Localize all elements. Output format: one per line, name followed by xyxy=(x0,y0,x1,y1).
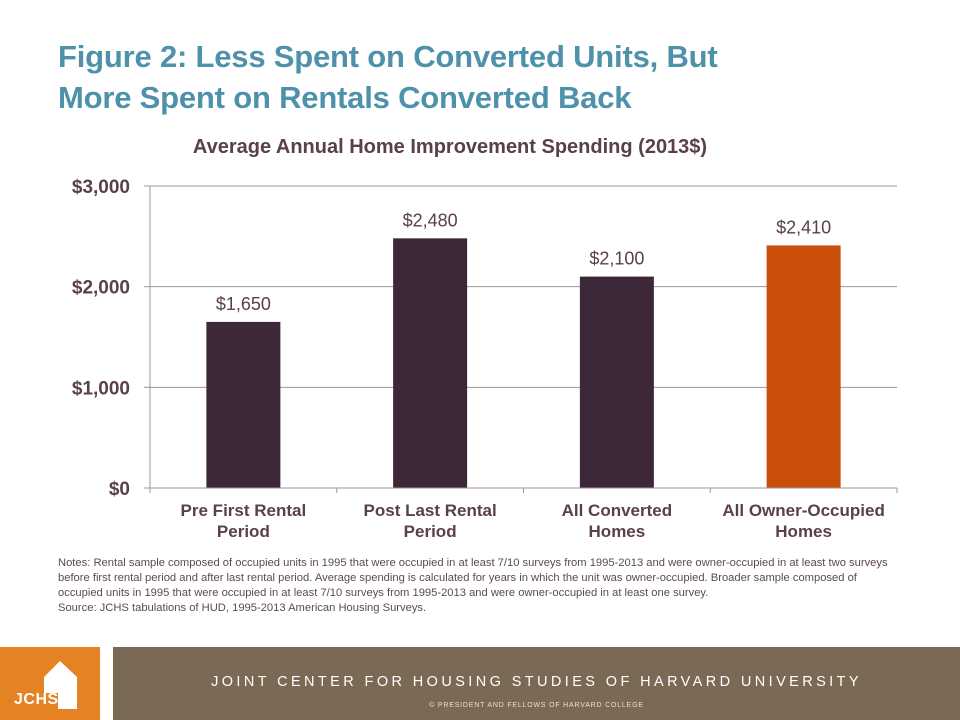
y-tick-label: $3,000 xyxy=(72,177,130,198)
slide-title-line2: More Spent on Rentals Converted Back xyxy=(58,80,632,115)
x-tick-label: Post Last Rental xyxy=(364,501,497,520)
x-tick-label: Pre First Rental xyxy=(181,501,307,520)
slide-title-line1: Figure 2: Less Spent on Converted Units,… xyxy=(58,39,718,74)
data-label: $2,100 xyxy=(589,249,644,269)
y-tick-label: $2,000 xyxy=(72,278,130,299)
slide-title: Figure 2: Less Spent on Converted Units,… xyxy=(58,36,918,118)
bar xyxy=(766,245,841,488)
source-text: Source: JCHS tabulations of HUD, 1995-20… xyxy=(58,602,427,614)
bar xyxy=(579,276,654,488)
footer-banner: JOINT CENTER FOR HOUSING STUDIES OF HARV… xyxy=(113,647,960,720)
bar xyxy=(393,238,468,488)
data-label: $2,410 xyxy=(776,217,831,237)
data-label: $1,650 xyxy=(216,294,271,314)
bar-chart: $0 $1,000 $2,000 $3,000 $1,650 Pre First Rent… xyxy=(72,177,898,541)
jchs-logo: JCHS xyxy=(0,647,100,720)
house-icon xyxy=(44,661,77,709)
chart-notes: Notes: Rental sample composed of occupie… xyxy=(58,556,888,616)
footer-org-name: JOINT CENTER FOR HOUSING STUDIES OF HARV… xyxy=(211,674,862,690)
logo-text: JCHS xyxy=(14,691,59,708)
x-tick-label: Homes xyxy=(589,522,646,541)
x-tick-label: All Converted xyxy=(562,501,673,520)
x-tick-label: Period xyxy=(404,522,457,541)
notes-text: Notes: Rental sample composed of occupie… xyxy=(58,557,888,599)
y-tick-label: $0 xyxy=(109,479,130,500)
x-tick-label: Homes xyxy=(775,522,832,541)
chart-title: Average Annual Home Improvement Spending… xyxy=(192,136,708,158)
data-label: $2,480 xyxy=(403,210,458,230)
footer-copyright: © PRESIDENT AND FELLOWS OF HARVARD COLLE… xyxy=(429,702,644,709)
bar xyxy=(206,321,281,488)
x-tick-label: Period xyxy=(217,522,270,541)
y-tick-label: $1,000 xyxy=(72,378,130,399)
x-tick-label: All Owner-Occupied xyxy=(722,501,884,520)
